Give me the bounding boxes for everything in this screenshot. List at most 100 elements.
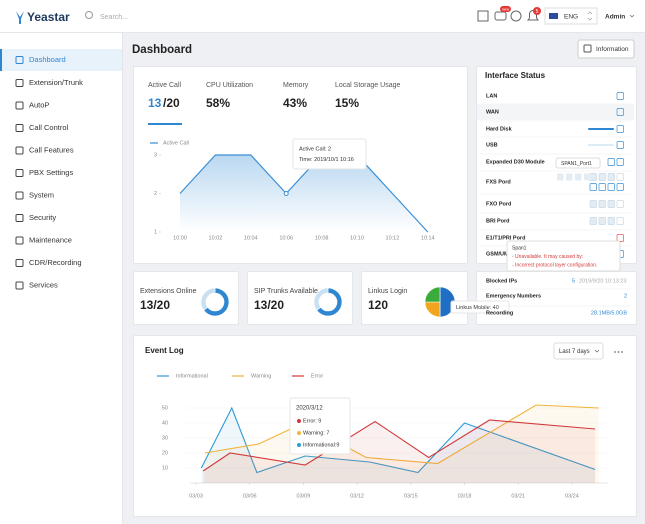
nav-item[interactable]: Call Control [29,123,69,132]
security-detail: 2019/9/20 10:13:23 [579,278,626,284]
port-icon [584,173,591,181]
port-icon [589,183,597,191]
port-icon [616,125,624,133]
x-tick-label: 03/15 [404,493,418,499]
nav-item[interactable]: CDR/Recording [29,258,82,267]
nav-item[interactable]: Security [29,213,56,222]
y-tick-label: 20 [162,450,168,456]
card-value: 13/20 [140,298,170,312]
tooltip-dot [297,419,301,423]
x-tick-label: 10:08 [315,235,329,241]
nav-icon [15,169,24,177]
nav-item[interactable]: Call Features [29,145,74,154]
x-tick-label: 10:00 [173,235,187,241]
donut-segment [200,287,216,311]
legend-label: Error [311,373,323,379]
nav-icon [15,281,24,290]
more-button[interactable] [614,351,623,353]
port-icon [589,200,597,208]
nav-icon [15,214,24,222]
nav-icon [15,259,24,267]
event-log-title: Event Log [145,346,184,355]
security-label: Recording [486,310,513,316]
line-area [203,420,596,483]
active-tab-indicator [148,123,182,125]
hover-point [283,191,289,196]
x-tick-label: 03/18 [458,493,472,499]
usage-bar [588,128,614,130]
range-label: Last 7 days [559,349,590,355]
nav-item[interactable]: Maintenance [29,235,72,244]
port-icon [607,158,615,166]
tooltip-text: SPAN1_Port1 [561,161,592,167]
extensions-card [133,271,239,325]
port-icon [575,173,582,181]
port-icon [616,217,624,225]
security-card [476,271,637,325]
information-button[interactable] [577,39,635,59]
x-tick-label: 03/12 [350,493,364,499]
tooltip-text: Active Call: 2 [299,146,331,152]
sidebar [0,33,123,524]
port-icon [589,173,597,181]
information-icon [583,44,592,53]
port-icon [616,183,624,191]
port-icon [598,173,606,181]
port-icon [616,158,624,166]
interface-label: Hard Disk [486,126,513,132]
help-icon[interactable] [477,10,489,22]
user-menu[interactable]: Admin [605,14,625,21]
tooltip-dot [297,431,301,435]
nav-icon [15,56,24,64]
line-area [180,155,428,232]
row-highlight [477,104,634,120]
chat-icon[interactable] [494,11,507,21]
logo: Yeastar [27,10,70,24]
nav-item[interactable]: Dashboard [29,55,66,64]
card-value: 13/20 [254,298,284,312]
globe-icon[interactable] [510,10,522,22]
x-tick-label: 03/03 [189,493,203,499]
search-icon[interactable] [85,11,93,19]
y-tick-label: 2 [154,191,157,197]
interface-label: E1/T1/PRI Pord [486,235,525,241]
stat-total: /20 [163,96,180,110]
tooltip-text: Linkus Mobile: 40 [456,305,499,311]
port-icon [616,200,624,208]
port-icon [607,200,615,208]
tooltip [555,157,601,169]
y-tick-label: 40 [162,420,168,426]
tooltip-title: 2020/3/12 [296,406,323,412]
x-tick-label: 03/24 [565,493,579,499]
tooltip [450,300,510,314]
notification-badge [533,7,541,15]
select-caret [587,11,593,21]
card-label: Extensions Online [140,288,197,295]
port-icon [598,183,606,191]
x-tick-label: 10:10 [350,235,364,241]
nav-item[interactable]: PBX Settings [29,168,73,177]
nav-item[interactable]: AutoP [29,100,49,109]
interface-title: Interface Status [485,71,546,80]
x-tick-label: 10:06 [279,235,293,241]
nav-item[interactable]: Services [29,280,58,289]
language-select[interactable] [544,7,598,25]
range-caret [594,349,600,353]
y-tick-label: 50 [162,405,168,411]
range-select[interactable] [553,342,604,360]
legend-label: Informational [176,373,208,379]
card-value: 120 [368,298,388,312]
search-input[interactable]: Search... [100,14,128,21]
nav-item[interactable]: System [29,190,54,199]
usage-bar [588,144,614,146]
line [179,154,429,233]
donut-segment [313,287,329,311]
port-icon [589,217,597,225]
stat-label: Local Storage Usage [335,82,400,89]
stat-value: 58% [206,96,230,110]
top-bar [0,0,645,33]
port-icon [607,183,615,191]
trunks-card [247,271,353,325]
nav-item[interactable]: Extension/Trunk [29,78,83,87]
